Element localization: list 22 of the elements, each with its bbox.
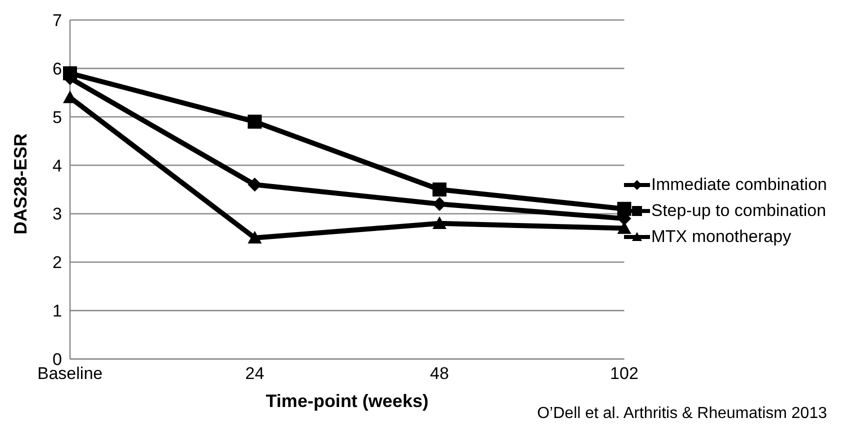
y-tick-label: 6 <box>52 59 62 78</box>
text: O’Dell et al. Arthritis & Rheumatism 2013 <box>537 405 827 423</box>
x-tick-label: 102 <box>610 364 638 384</box>
legend-label: Step-up to combination <box>651 200 826 220</box>
y-tick-label: 3 <box>52 204 62 224</box>
y-tick-label: 5 <box>52 108 62 127</box>
y-tick-label: 7 <box>52 11 62 30</box>
point <box>432 216 446 229</box>
y-axis-title: DAS28-ESR <box>10 133 30 234</box>
point <box>248 230 262 244</box>
point <box>248 114 262 129</box>
point <box>432 182 446 196</box>
x-tick-label: 48 <box>430 364 449 384</box>
y-tick-label: 2 <box>52 253 62 272</box>
y-tick-label: 1 <box>52 302 62 321</box>
legend-label: Immediate combination <box>651 174 827 194</box>
point <box>248 178 262 192</box>
point <box>432 197 446 212</box>
x-tick-label: 24 <box>245 364 264 384</box>
y-tick-label: 4 <box>52 156 62 176</box>
legend-label: MTX monotherapy <box>651 226 792 246</box>
x-axis-title: Time-point (weeks) <box>266 391 428 411</box>
